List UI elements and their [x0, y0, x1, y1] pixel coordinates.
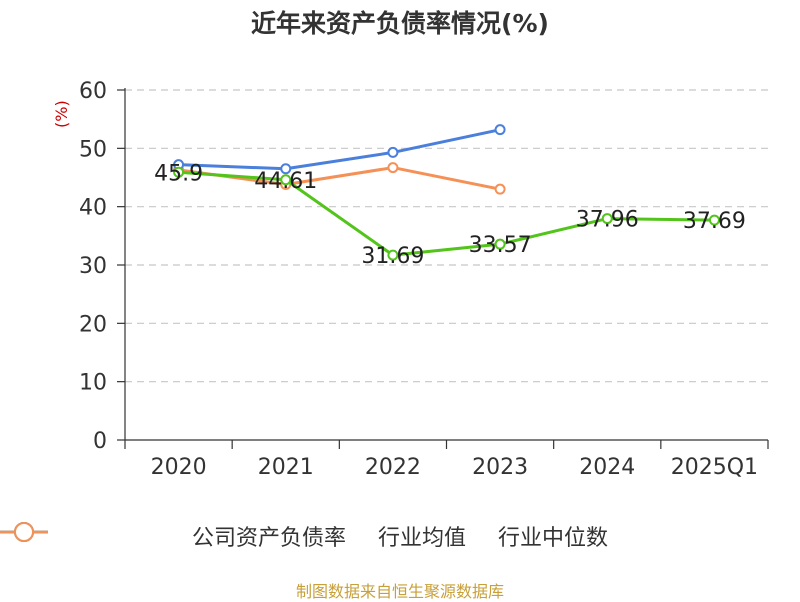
data-point: [494, 238, 506, 250]
data-point: [494, 183, 506, 195]
data-point: [387, 162, 399, 174]
y-tick-label: 50: [79, 137, 107, 162]
data-point: [280, 174, 292, 186]
series-line: [178, 166, 501, 191]
y-tick-label: 0: [93, 429, 107, 454]
x-tick-label: 2022: [365, 455, 421, 480]
data-point: [494, 124, 506, 136]
data-point: [708, 214, 720, 226]
data-point: [387, 249, 399, 261]
source-note: 制图数据来自恒生聚源数据库: [295, 582, 504, 601]
x-tick-label: 2023: [472, 455, 528, 480]
data-label: 45.9: [154, 161, 203, 186]
y-tick-label: 20: [79, 312, 107, 337]
data-point: [173, 166, 185, 178]
legend-item-industry-avg[interactable]: 行业均值: [0, 520, 466, 552]
x-tick-label: 2021: [258, 455, 314, 480]
legend-swatch-industry-median: [0, 522, 48, 542]
data-label: 44.61: [254, 169, 317, 194]
series-line: [178, 170, 715, 257]
x-tick-label: 2020: [151, 455, 207, 480]
y-tick-label: 60: [79, 79, 107, 104]
legend-label-company: 公司资产负债率: [191, 526, 346, 551]
series-line: [178, 128, 501, 171]
y-tick-label: 40: [79, 196, 107, 221]
y-tick-label: 30: [79, 254, 107, 279]
data-label: 37.69: [683, 209, 746, 234]
chart-title: 近年来资产负债率情况(%): [251, 9, 549, 38]
data-label: 31.69: [361, 244, 424, 269]
legend: 公司资产负债率 行业均值 行业中位数: [0, 520, 800, 552]
data-point: [387, 146, 399, 158]
data-label: 37.96: [576, 208, 639, 233]
data-point: [280, 163, 292, 175]
legend-label-industry-avg: 行业均值: [377, 526, 466, 551]
y-tick-label: 10: [79, 371, 107, 396]
legend-item-company[interactable]: 公司资产负债率: [0, 520, 346, 552]
x-tick-label: 2025Q1: [671, 455, 758, 480]
legend-item-industry-median[interactable]: 行业中位数: [0, 520, 609, 552]
x-tick-label: 2024: [579, 455, 635, 480]
data-label: 33.57: [469, 233, 532, 258]
legend-label-industry-median: 行业中位数: [498, 526, 609, 551]
data-point: [601, 213, 613, 225]
